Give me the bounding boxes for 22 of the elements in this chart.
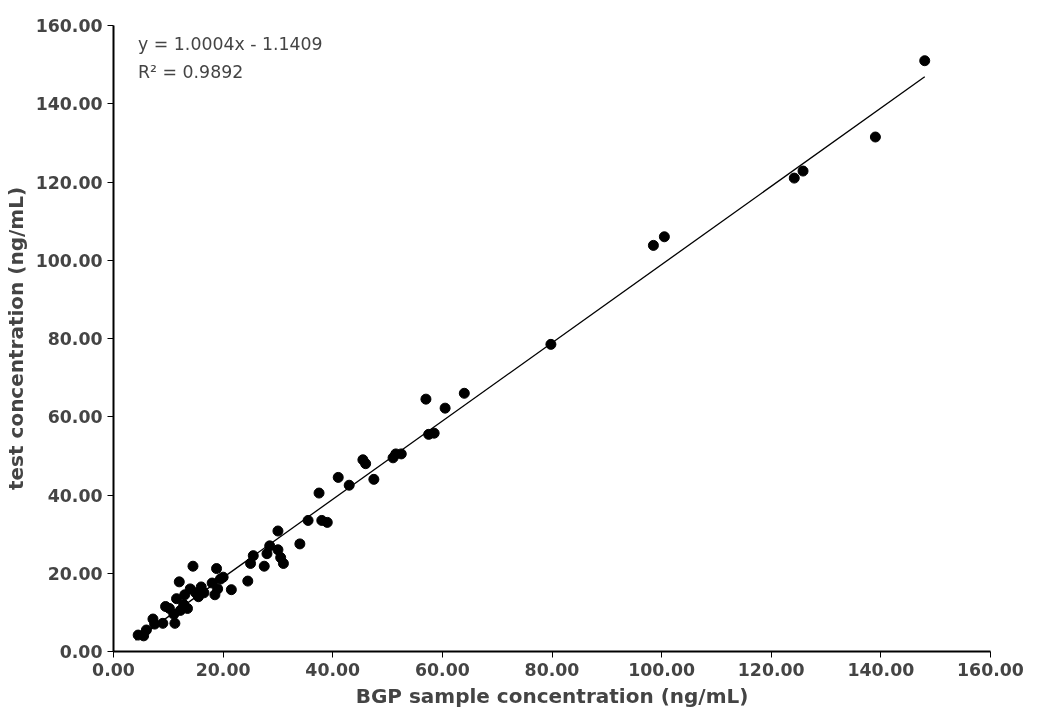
x-tick-label: 160.00 [957,659,1024,680]
y-tick-label: 160.00 [35,16,103,36]
x-tick-label: 0.00 [92,659,135,680]
annotation: R² = 0.9892 [138,62,244,83]
x-tick-label: 100.00 [628,659,696,680]
x-axis-title: BGP sample concentration (ng/mL) [355,683,749,708]
x-tick-label: 140.00 [847,659,915,680]
y-tick-label: 0.00 [59,642,103,662]
y-tick-label: 100.00 [35,250,103,271]
y-tick-label: 80.00 [47,329,103,349]
x-tick-label: 60.00 [414,659,470,680]
y-tick-label: 120.00 [35,172,103,193]
x-tick-label: 120.00 [737,659,805,680]
y-axis-title: test concentration (ng/mL) [3,186,28,491]
y-tick-label: 40.00 [47,485,103,506]
annotation: y = 1.0004x - 1.1409 [138,34,323,55]
y-tick-label: 20.00 [47,563,103,584]
y-tick-label: 140.00 [35,94,103,115]
y-tick-label: 60.00 [47,407,103,428]
x-tick-label: 20.00 [195,659,251,680]
x-tick-label: 40.00 [305,659,361,680]
x-tick-label: 80.00 [524,659,580,680]
